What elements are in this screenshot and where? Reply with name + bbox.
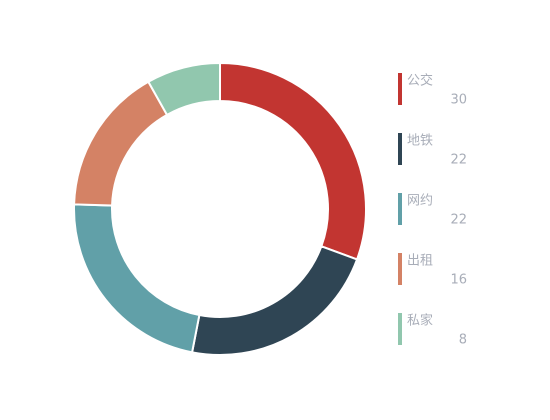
legend-marker	[398, 133, 402, 165]
legend-label: 私家	[407, 313, 433, 329]
legend-value: 8	[459, 333, 467, 348]
legend-label: 公交	[407, 73, 433, 89]
slice	[73, 203, 201, 354]
slice	[73, 80, 169, 207]
legend-value: 30	[450, 93, 467, 108]
legend-marker	[398, 253, 402, 285]
legend-value: 22	[450, 213, 467, 228]
legend-label: 地铁	[407, 134, 433, 149]
legend-value: 16	[450, 273, 467, 288]
slice	[190, 245, 359, 356]
legend-label: 网约	[407, 194, 433, 209]
legend-marker	[398, 313, 402, 345]
slice	[219, 61, 367, 261]
legend-value: 22	[450, 153, 467, 168]
legend-marker	[398, 193, 402, 225]
legend-label: 出租	[407, 254, 433, 269]
slice	[146, 61, 221, 117]
legend-marker	[398, 73, 402, 105]
